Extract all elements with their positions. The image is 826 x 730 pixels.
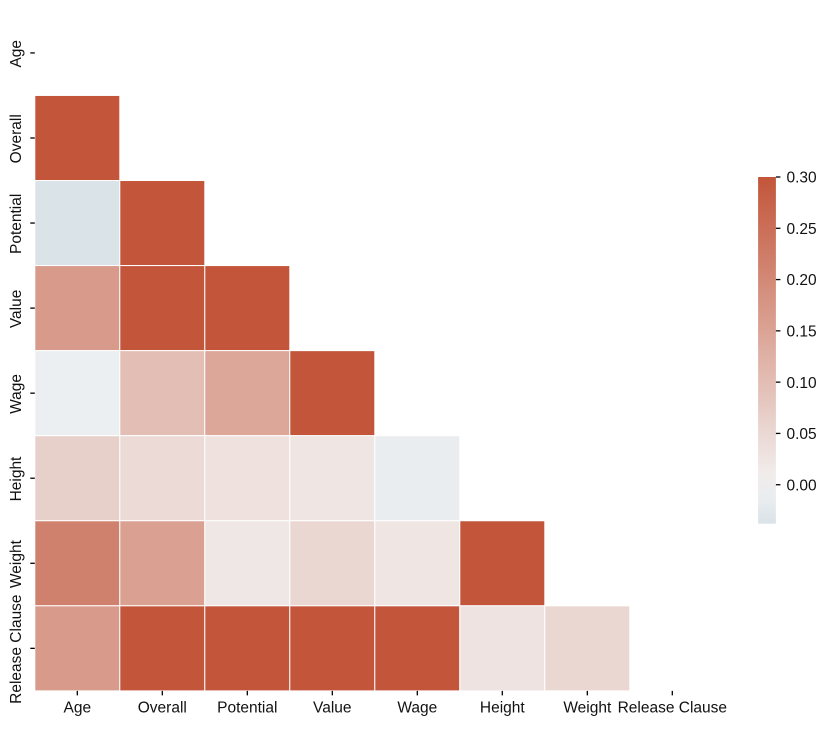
svg-text:Value: Value [313, 699, 352, 716]
svg-text:Age: Age [8, 40, 25, 68]
svg-text:Value: Value [8, 290, 25, 329]
svg-text:0.10: 0.10 [787, 375, 818, 392]
svg-text:Height: Height [480, 699, 525, 716]
svg-text:Age: Age [64, 699, 92, 716]
svg-text:Potential: Potential [217, 699, 277, 716]
svg-text:Release Clause: Release Clause [8, 594, 25, 703]
svg-text:Wage: Wage [397, 699, 437, 716]
svg-text:0.00: 0.00 [787, 477, 818, 494]
svg-text:0.15: 0.15 [787, 323, 817, 340]
svg-text:Weight: Weight [563, 699, 612, 716]
svg-text:0.25: 0.25 [787, 221, 817, 238]
svg-text:Release Clause: Release Clause [618, 699, 727, 716]
svg-text:Overall: Overall [8, 114, 25, 163]
svg-text:Weight: Weight [8, 539, 25, 588]
svg-text:0.30: 0.30 [787, 170, 818, 187]
svg-text:0.20: 0.20 [787, 272, 818, 289]
svg-text:Potential: Potential [8, 194, 25, 254]
svg-text:0.05: 0.05 [787, 426, 817, 443]
svg-text:Wage: Wage [8, 374, 25, 414]
svg-text:Height: Height [8, 456, 25, 501]
svg-text:Overall: Overall [138, 699, 187, 716]
